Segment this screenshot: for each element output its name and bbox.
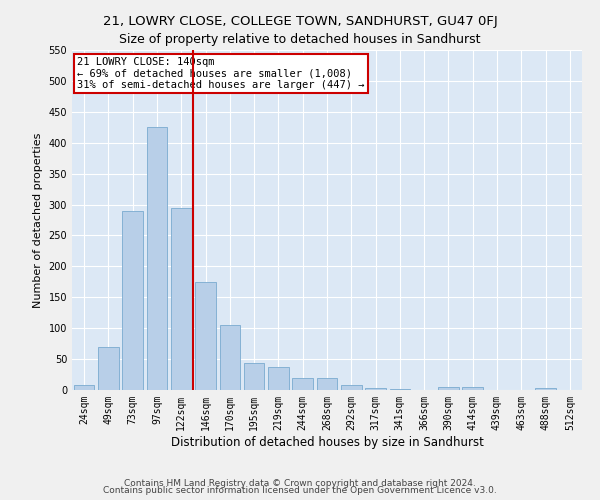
Bar xyxy=(268,366,289,390)
Text: Size of property relative to detached houses in Sandhurst: Size of property relative to detached ho… xyxy=(119,32,481,46)
Bar xyxy=(220,325,240,390)
Text: Contains public sector information licensed under the Open Government Licence v3: Contains public sector information licen… xyxy=(103,486,497,495)
Bar xyxy=(195,282,216,390)
Bar xyxy=(146,128,167,390)
Bar xyxy=(98,346,119,390)
Bar xyxy=(122,210,143,390)
Bar xyxy=(438,387,459,390)
Bar xyxy=(74,385,94,390)
Bar xyxy=(365,388,386,390)
Bar xyxy=(341,385,362,390)
Y-axis label: Number of detached properties: Number of detached properties xyxy=(33,132,43,308)
Bar xyxy=(244,364,265,390)
Text: Contains HM Land Registry data © Crown copyright and database right 2024.: Contains HM Land Registry data © Crown c… xyxy=(124,478,476,488)
Bar xyxy=(317,378,337,390)
X-axis label: Distribution of detached houses by size in Sandhurst: Distribution of detached houses by size … xyxy=(170,436,484,448)
Bar xyxy=(171,208,191,390)
Text: 21, LOWRY CLOSE, COLLEGE TOWN, SANDHURST, GU47 0FJ: 21, LOWRY CLOSE, COLLEGE TOWN, SANDHURST… xyxy=(103,15,497,28)
Bar xyxy=(292,378,313,390)
Text: 21 LOWRY CLOSE: 140sqm
← 69% of detached houses are smaller (1,008)
31% of semi-: 21 LOWRY CLOSE: 140sqm ← 69% of detached… xyxy=(77,57,365,90)
Bar xyxy=(535,388,556,390)
Bar xyxy=(463,387,483,390)
